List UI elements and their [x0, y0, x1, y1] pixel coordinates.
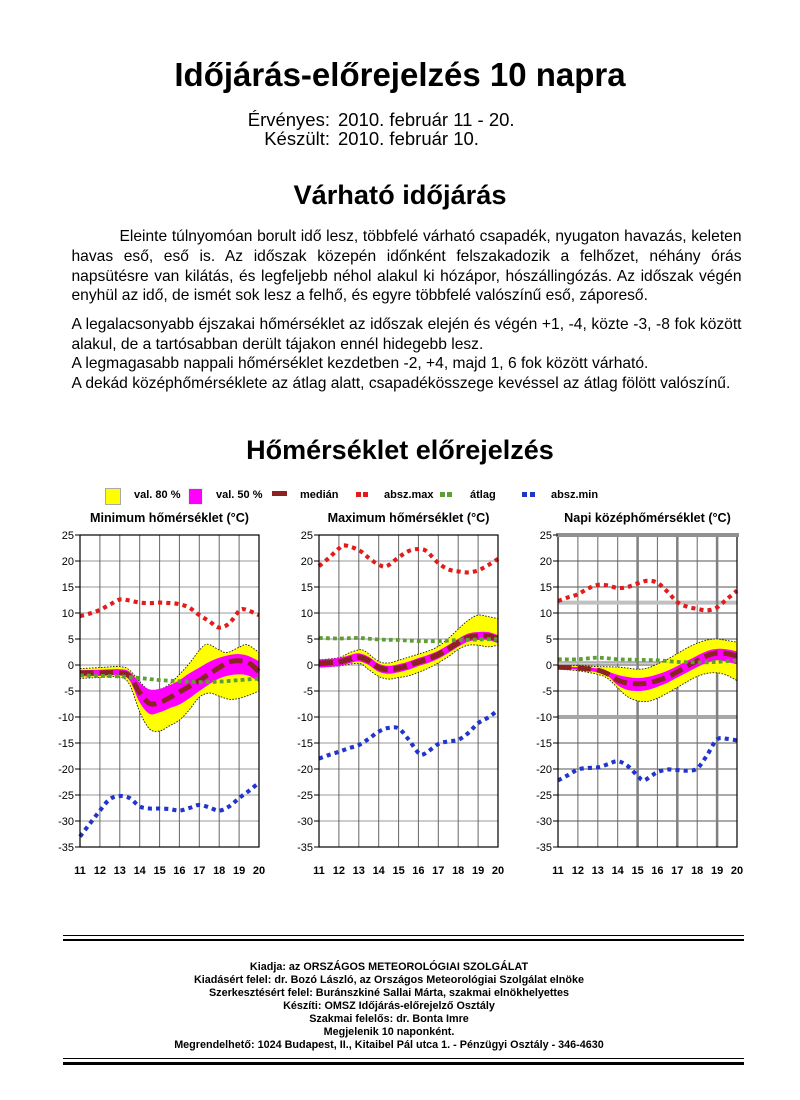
svg-text:Maximum hőmérséklet (°C): Maximum hőmérséklet (°C)	[328, 511, 490, 525]
svg-text:5: 5	[68, 634, 74, 646]
svg-text:12: 12	[94, 865, 106, 877]
svg-text:14: 14	[134, 865, 147, 877]
svg-text:11: 11	[74, 865, 86, 877]
svg-text:16: 16	[412, 865, 424, 877]
svg-text:-25: -25	[58, 790, 74, 802]
svg-text:12: 12	[572, 865, 584, 877]
svg-text:0: 0	[307, 660, 313, 672]
svg-text:11: 11	[552, 865, 564, 877]
svg-text:20: 20	[540, 556, 552, 568]
svg-text:-20: -20	[58, 764, 74, 776]
svg-text:-5: -5	[542, 686, 552, 698]
svg-text:20: 20	[253, 865, 265, 877]
svg-text:5: 5	[546, 634, 552, 646]
svg-text:18: 18	[213, 865, 225, 877]
svg-text:-25: -25	[536, 790, 552, 802]
svg-text:20: 20	[62, 556, 74, 568]
svg-text:10: 10	[301, 608, 313, 620]
svg-text:-15: -15	[536, 738, 552, 750]
svg-text:-30: -30	[297, 816, 313, 828]
svg-text:15: 15	[301, 582, 313, 594]
svg-text:25: 25	[301, 530, 313, 542]
svg-text:20: 20	[492, 865, 504, 877]
svg-text:17: 17	[432, 865, 444, 877]
svg-text:25: 25	[540, 530, 552, 542]
svg-text:20: 20	[731, 865, 743, 877]
svg-text:-15: -15	[297, 738, 313, 750]
svg-text:13: 13	[353, 865, 365, 877]
svg-text:-30: -30	[58, 816, 74, 828]
svg-text:18: 18	[452, 865, 464, 877]
svg-text:10: 10	[540, 608, 552, 620]
svg-text:19: 19	[472, 865, 484, 877]
svg-text:17: 17	[671, 865, 683, 877]
svg-text:11: 11	[313, 865, 325, 877]
svg-text:-25: -25	[297, 790, 313, 802]
svg-text:-20: -20	[297, 764, 313, 776]
svg-text:-5: -5	[64, 686, 74, 698]
svg-text:14: 14	[612, 865, 625, 877]
svg-text:-10: -10	[536, 712, 552, 724]
svg-text:10: 10	[62, 608, 74, 620]
svg-text:16: 16	[651, 865, 663, 877]
svg-text:Napi középhőmérséklet (°C): Napi középhőmérséklet (°C)	[564, 511, 731, 525]
svg-text:-35: -35	[58, 842, 74, 854]
svg-text:16: 16	[173, 865, 185, 877]
svg-text:5: 5	[307, 634, 313, 646]
svg-text:15: 15	[153, 865, 165, 877]
svg-text:Minimum hőmérséklet (°C): Minimum hőmérséklet (°C)	[90, 511, 249, 525]
svg-text:-35: -35	[536, 842, 552, 854]
svg-text:25: 25	[62, 530, 74, 542]
svg-text:15: 15	[62, 582, 74, 594]
svg-text:-5: -5	[303, 686, 313, 698]
svg-text:15: 15	[392, 865, 404, 877]
svg-text:18: 18	[691, 865, 703, 877]
svg-text:20: 20	[301, 556, 313, 568]
svg-text:0: 0	[68, 660, 74, 672]
svg-text:-10: -10	[297, 712, 313, 724]
svg-text:17: 17	[193, 865, 205, 877]
svg-text:19: 19	[711, 865, 723, 877]
svg-text:-15: -15	[58, 738, 74, 750]
svg-text:-20: -20	[536, 764, 552, 776]
svg-text:-35: -35	[297, 842, 313, 854]
svg-text:15: 15	[540, 582, 552, 594]
svg-text:13: 13	[592, 865, 604, 877]
svg-text:13: 13	[114, 865, 126, 877]
svg-text:-10: -10	[58, 712, 74, 724]
svg-text:14: 14	[373, 865, 386, 877]
svg-text:12: 12	[333, 865, 345, 877]
svg-text:19: 19	[233, 865, 245, 877]
svg-text:0: 0	[546, 660, 552, 672]
svg-text:15: 15	[631, 865, 643, 877]
svg-text:-30: -30	[536, 816, 552, 828]
